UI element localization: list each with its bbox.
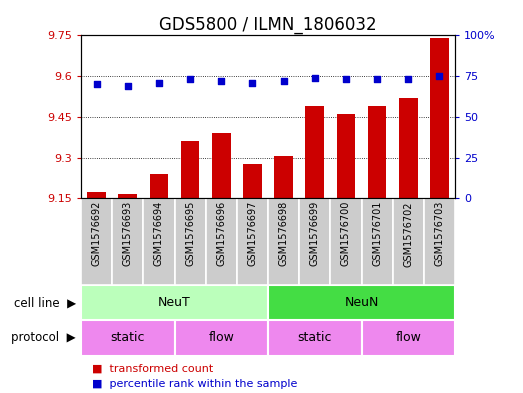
Text: ■  transformed count: ■ transformed count [92,364,213,374]
Text: static: static [110,331,145,345]
Point [186,76,195,83]
Text: GSM1576703: GSM1576703 [435,201,445,266]
Bar [81,285,268,320]
Point [123,83,132,89]
Bar [424,198,455,285]
Bar [305,106,324,198]
Point [404,76,413,83]
Bar [337,114,355,198]
Point [279,78,288,84]
Text: GSM1576701: GSM1576701 [372,201,382,266]
Bar [143,198,175,285]
Text: cell line  ▶: cell line ▶ [14,296,76,309]
Bar [268,285,455,320]
Bar [243,165,262,198]
Text: GSM1576697: GSM1576697 [247,201,257,266]
Point [155,79,163,86]
Point [93,81,101,87]
Text: protocol  ▶: protocol ▶ [11,331,76,345]
Bar [175,320,268,356]
Bar [399,98,417,198]
Text: static: static [298,331,332,345]
Bar [299,198,331,285]
Bar [181,141,199,198]
Text: GSM1576696: GSM1576696 [217,201,226,266]
Bar [268,320,361,356]
Bar [361,320,455,356]
Text: ■  percentile rank within the sample: ■ percentile rank within the sample [92,379,297,389]
Text: GSM1576692: GSM1576692 [92,201,101,266]
Point [435,73,444,79]
Point [373,76,381,83]
Point [217,78,225,84]
Bar [206,198,237,285]
Text: GSM1576694: GSM1576694 [154,201,164,266]
Bar [237,198,268,285]
Bar [361,198,393,285]
Bar [150,174,168,198]
Text: flow: flow [395,331,421,345]
Bar [118,195,137,198]
Text: GSM1576693: GSM1576693 [123,201,133,266]
Text: GSM1576700: GSM1576700 [341,201,351,266]
Bar [430,38,449,198]
Title: GDS5800 / ILMN_1806032: GDS5800 / ILMN_1806032 [159,16,377,34]
Bar [268,198,299,285]
Text: NeuN: NeuN [344,296,379,309]
Bar [112,198,143,285]
Text: GSM1576695: GSM1576695 [185,201,195,266]
Bar [331,198,361,285]
Point [342,76,350,83]
Bar [393,198,424,285]
Bar [212,133,231,198]
Text: GSM1576698: GSM1576698 [279,201,289,266]
Text: GSM1576702: GSM1576702 [403,201,413,266]
Bar [81,198,112,285]
Text: flow: flow [208,331,234,345]
Text: NeuT: NeuT [158,296,191,309]
Bar [81,320,175,356]
Text: GSM1576699: GSM1576699 [310,201,320,266]
Bar [175,198,206,285]
Bar [87,192,106,198]
Point [248,79,257,86]
Bar [368,106,386,198]
Point [311,75,319,81]
Bar [274,156,293,198]
